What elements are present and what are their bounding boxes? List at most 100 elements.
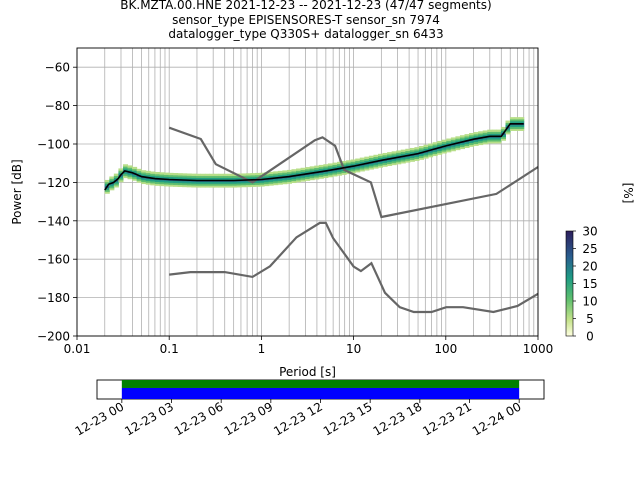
heatmap-cell <box>437 144 443 148</box>
heatmap-cell <box>245 182 251 186</box>
heatmap-cell <box>500 136 507 139</box>
heatmap-cell <box>145 178 151 181</box>
heatmap-cell <box>355 160 361 163</box>
x-tick-label: 10 <box>346 342 361 356</box>
heatmap-cell <box>122 168 129 171</box>
heatmap-cell <box>482 141 488 145</box>
heatmap-cell <box>173 184 179 187</box>
heatmap-cell <box>159 179 165 183</box>
heatmap-cell <box>473 133 479 137</box>
heatmap-cell <box>382 160 388 163</box>
heatmap-cell <box>300 169 306 173</box>
heatmap-cell <box>469 144 475 147</box>
heatmap-cell <box>391 160 397 164</box>
heatmap-cell <box>323 173 329 177</box>
heatmap-cell <box>414 149 420 152</box>
heatmap-cell <box>264 183 270 187</box>
heatmap-cell <box>204 181 210 184</box>
heatmap-cell <box>227 177 233 180</box>
heatmap-cell <box>382 154 388 158</box>
heatmap-cell <box>150 179 156 182</box>
heatmap-cell <box>241 181 247 184</box>
heatmap-cell <box>409 157 415 160</box>
heatmap-cell <box>291 178 297 182</box>
colorbar-tick-label: 10 <box>582 295 597 309</box>
heatmap-cell <box>323 171 329 175</box>
heatmap-cell <box>195 185 201 188</box>
heatmap-cell <box>446 146 452 149</box>
heatmap-cell <box>432 144 438 147</box>
heatmap-cell <box>459 142 466 146</box>
heatmap-cell <box>519 120 525 124</box>
heatmap-cell <box>505 122 511 125</box>
heatmap-cell <box>364 166 370 169</box>
heatmap-cell <box>414 156 420 160</box>
colorbar-tick-label: 30 <box>582 225 597 239</box>
mean-psd-line <box>104 123 524 191</box>
heatmap-cell <box>173 176 179 180</box>
heatmap-cell <box>195 181 201 184</box>
heatmap-cell <box>113 183 119 186</box>
heatmap-cell <box>446 142 452 145</box>
heatmap-cell <box>154 183 160 186</box>
heatmap-cell <box>432 149 438 153</box>
heatmap-cell <box>245 175 251 178</box>
heatmap-cell <box>373 166 379 169</box>
heatmap-cell <box>245 184 251 188</box>
heatmap-cell <box>364 164 370 167</box>
heatmap-cell <box>464 141 470 145</box>
heatmap-cell <box>510 126 516 130</box>
heatmap-cell <box>327 167 333 170</box>
heatmap-cell <box>223 175 229 178</box>
heatmap-cell <box>464 137 470 141</box>
timeline-tick-label: 12-23 00 <box>73 399 127 438</box>
heatmap-cell <box>186 177 192 180</box>
heatmap-cell <box>127 176 133 180</box>
heatmap-cell <box>355 168 361 171</box>
heatmap-cell <box>387 161 393 165</box>
heatmap-cell <box>368 163 374 166</box>
heatmap-cell <box>418 153 425 156</box>
heatmap-cell <box>382 162 388 165</box>
title-line-1: BK.MZTA.00.HNE 2021-12-23 -- 2021-12-23 … <box>120 0 492 12</box>
heatmap-cell <box>459 137 466 140</box>
heatmap-cell <box>423 156 429 159</box>
heatmap-cell <box>141 177 147 181</box>
heatmap-cell <box>291 176 297 180</box>
heatmap-cell <box>350 170 356 174</box>
heatmap-cell <box>223 185 229 188</box>
heatmap-cell <box>291 173 297 176</box>
heatmap-cell <box>136 178 142 181</box>
heatmap-cell <box>286 171 292 175</box>
heatmap-cell <box>236 181 242 184</box>
heatmap-cell <box>314 169 320 172</box>
heatmap-cell <box>519 124 525 128</box>
heatmap-cell <box>109 186 115 189</box>
heatmap-cell <box>173 180 179 184</box>
heatmap-cell <box>450 148 456 152</box>
heatmap-cell <box>227 185 233 188</box>
heatmap-cell <box>496 139 502 142</box>
heatmap-cell <box>496 137 502 140</box>
heatmap-cell <box>514 120 520 124</box>
heatmap-cell <box>113 177 119 180</box>
heatmap-cell <box>337 173 343 176</box>
timeline-tick-label: 12-23 12 <box>271 399 325 438</box>
heatmap-cell <box>455 147 461 151</box>
heatmap-cell <box>464 136 470 139</box>
heatmap-cell <box>296 168 302 171</box>
heatmap-cell <box>132 178 138 181</box>
heatmap-cell <box>391 155 397 158</box>
heatmap-cell <box>396 160 402 163</box>
heatmap-cell <box>418 157 425 160</box>
heatmap-cell <box>423 148 429 151</box>
heatmap-cell <box>482 132 488 135</box>
heatmap-cell <box>186 185 192 188</box>
heatmap-cell <box>177 184 183 188</box>
heatmap-cell <box>273 173 279 176</box>
heatmap-cell <box>332 174 338 177</box>
heatmap-cell <box>209 177 215 180</box>
heatmap-cell <box>286 177 292 180</box>
heatmap-cell <box>478 135 484 138</box>
y-tick-label: −160 <box>37 253 70 267</box>
